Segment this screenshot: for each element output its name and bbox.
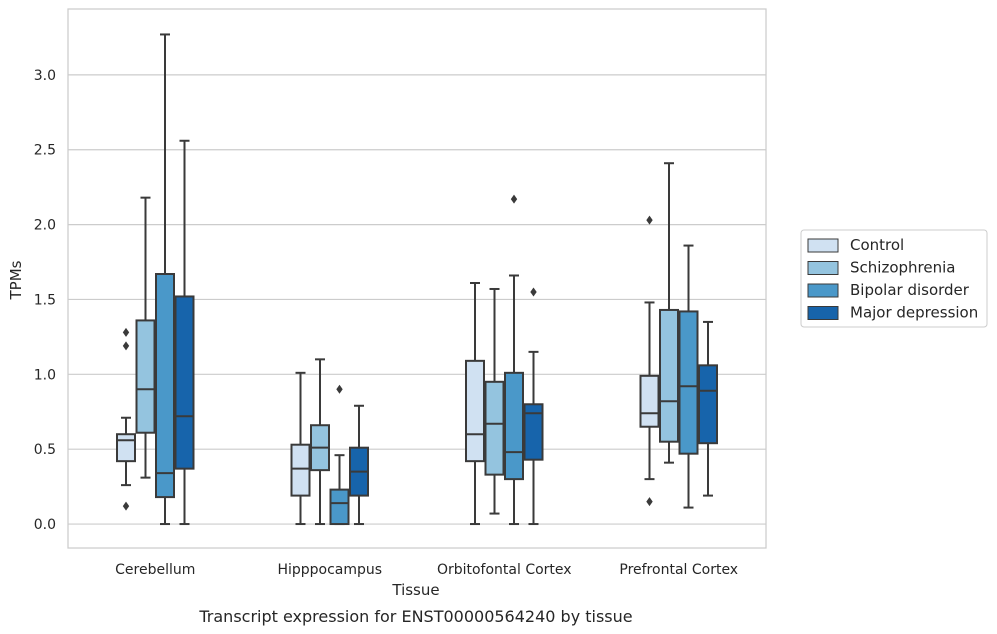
x-tick-label: Orbitofontal Cortex (437, 562, 572, 578)
box-iqr (135, 319, 156, 434)
series-group (174, 139, 718, 526)
box-element (465, 281, 485, 526)
y-tick-label: 0.5 (34, 442, 56, 458)
outlier-point (646, 215, 653, 225)
box-iqr (174, 295, 195, 470)
y-tick-label: 0.0 (34, 517, 56, 533)
box-element (678, 244, 699, 509)
box-iqr (329, 488, 350, 526)
outlier-point (646, 497, 653, 507)
box-element (174, 139, 195, 526)
box-element (290, 371, 311, 526)
box-iqr (678, 310, 699, 455)
x-tick-label: Prefrontal Cortex (619, 562, 738, 578)
box-series (116, 33, 718, 526)
y-axis-label: TPMs (7, 260, 25, 300)
series-group (135, 162, 679, 526)
x-axis-label: Tissue (391, 581, 439, 599)
y-tick-label: 1.5 (34, 292, 56, 308)
box-element (116, 327, 136, 511)
outlier-point (122, 341, 130, 351)
legend-label: Control (850, 236, 904, 254)
plot-area-frame (67, 8, 767, 549)
legend-swatch (807, 283, 839, 298)
box-element (523, 287, 544, 526)
box-iqr (465, 359, 485, 463)
box-iqr (155, 273, 175, 499)
box-iqr (698, 364, 718, 445)
box-element (504, 194, 524, 526)
box-iqr (290, 443, 311, 497)
box-iqr (484, 380, 505, 476)
y-tick-label: 1.0 (34, 367, 56, 383)
x-tick-label: Cerebellum (115, 562, 195, 578)
outlier-point (510, 194, 518, 204)
x-tick-label: Hipppocampus (277, 562, 382, 578)
box-element (155, 33, 175, 526)
box-element (329, 384, 350, 526)
y-axis-ticks: 0.0 0.5 1.0 1.5 2.0 2.5 3.0 (34, 68, 56, 533)
legend-swatch (807, 261, 839, 275)
legend-swatch (807, 238, 839, 253)
series-group (116, 215, 660, 526)
box-iqr (659, 308, 679, 443)
box-iqr (116, 433, 136, 463)
y-tick-label: 2.5 (34, 143, 56, 159)
x-axis-ticks: Cerebellum Hipppocampus Orbitofontal Corte… (115, 562, 738, 578)
box-element (639, 215, 660, 507)
box-iqr (523, 403, 544, 461)
box-element (698, 320, 718, 497)
box-element (310, 358, 330, 526)
y-tick-label: 3.0 (34, 68, 56, 84)
chart-caption: Transcript expression for ENST0000056424… (198, 607, 632, 626)
legend-label: Major depression (850, 304, 978, 322)
outlier-point (530, 287, 537, 297)
y-tick-label: 2.0 (34, 218, 56, 234)
legend-label: Bipolar disorder (850, 281, 970, 299)
box-element (484, 287, 505, 515)
legend-label: Schizophrenia (850, 259, 955, 277)
legend: Control Schizophrenia Bipolar disorder Majo… (800, 229, 988, 328)
legend-frame (800, 229, 988, 328)
outlier-point (122, 327, 130, 337)
box-iqr (639, 374, 660, 428)
outlier-point (122, 501, 130, 511)
box-iqr (504, 371, 524, 481)
outlier-point (336, 384, 343, 394)
box-element (349, 404, 369, 526)
box-element (659, 162, 679, 464)
box-element (135, 196, 156, 479)
series-group (155, 33, 699, 526)
legend-swatch (807, 306, 839, 320)
